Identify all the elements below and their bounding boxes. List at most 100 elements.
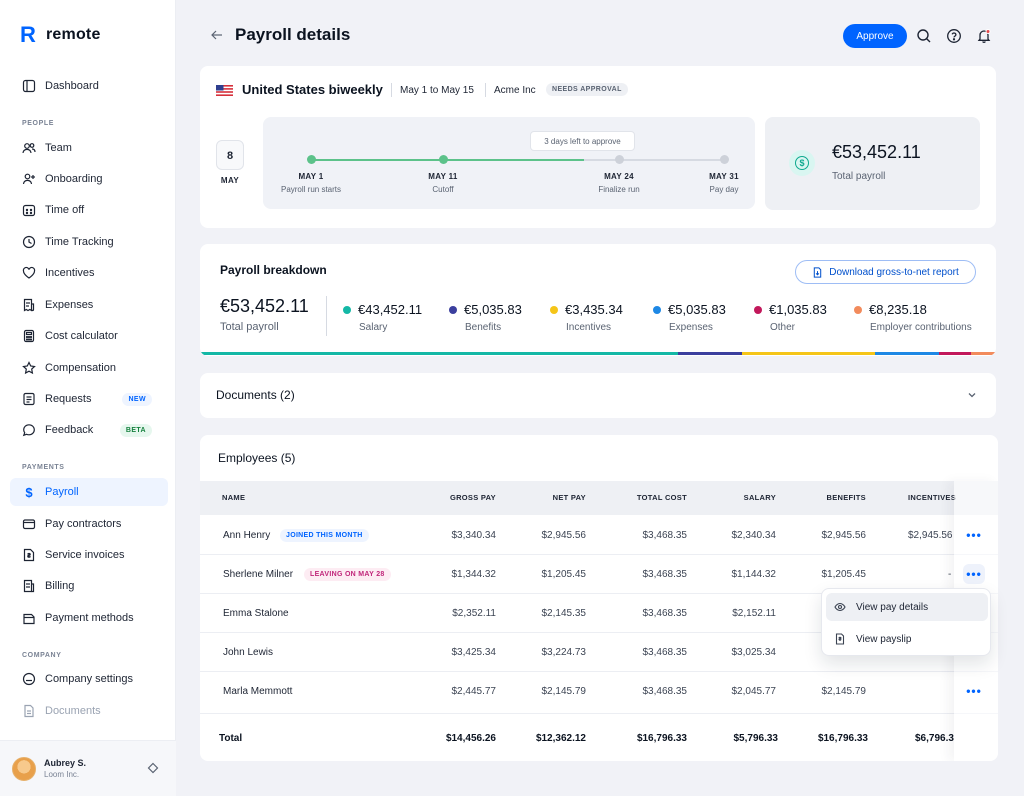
employee-name: Emma Stalone	[223, 608, 289, 619]
team-icon	[22, 141, 36, 155]
sidebar-item-team[interactable]: Team	[10, 134, 168, 162]
sidebar-item-label: Requests	[45, 393, 92, 405]
sidebar-item-label: Onboarding	[45, 173, 103, 185]
switch-account-icon[interactable]	[146, 761, 160, 775]
sidebar-item-compensation[interactable]: Compensation	[10, 354, 168, 382]
column-header-total-cost[interactable]: TOTAL COST	[636, 493, 687, 502]
salary: $1,144.32	[731, 569, 777, 580]
table-total-row: Total $14,456.26 $12,362.12 $16,796.33 $…	[200, 719, 998, 759]
search-icon[interactable]	[916, 28, 932, 44]
breakdown-label: Expenses	[669, 322, 713, 333]
section-title-people: PEOPLE	[22, 120, 54, 127]
gross-pay: $2,352.11	[452, 608, 496, 619]
table-row[interactable]: Ann Henry JOINED THIS MONTH $3,340.34 $2…	[200, 516, 998, 555]
column-header-benefits[interactable]: BENEFITS	[826, 493, 866, 502]
calculator-icon	[22, 329, 36, 343]
milestone-dot	[615, 155, 624, 164]
payroll-run-name: United States biweekly	[242, 82, 383, 97]
sidebar-item-company-settings[interactable]: Company settings	[10, 665, 168, 693]
documents-accordion[interactable]: Documents (2)	[200, 373, 996, 418]
sidebar-item-requests[interactable]: Requests NEW	[10, 385, 168, 413]
milestone-date: MAY 11	[428, 172, 458, 181]
row-actions-button[interactable]: •••	[963, 564, 985, 584]
sidebar-item-expenses[interactable]: Expenses	[10, 291, 168, 319]
column-header-incentives[interactable]: INCENTIVES	[908, 493, 957, 502]
sidebar-item-time-tracking[interactable]: Time Tracking	[10, 228, 168, 256]
net-pay: $2,145.79	[541, 686, 587, 697]
sidebar-item-label: Service invoices	[45, 549, 125, 561]
payroll-timeline	[263, 117, 755, 209]
sidebar-item-label: Time Tracking	[45, 236, 114, 248]
breakdown-value: €5,035.83	[464, 302, 522, 317]
timeline-progress	[312, 159, 584, 161]
settings-icon	[22, 672, 36, 686]
onboarding-icon	[22, 172, 36, 186]
employees-card: Employees (5) NAME GROSS PAY NET PAY TOT…	[200, 435, 998, 761]
payroll-breakdown-card: Payroll breakdown Download gross-to-net …	[200, 244, 996, 356]
download-report-button[interactable]: Download gross-to-net report	[795, 260, 976, 284]
legend-dot	[449, 305, 457, 314]
breakdown-item-other: €1,035.83	[754, 302, 827, 317]
billing-icon	[22, 579, 36, 593]
brand-logo[interactable]: R remote	[20, 24, 101, 46]
breakdown-item-salary: €43,452.11	[343, 302, 422, 317]
documents-title: Documents (2)	[216, 388, 295, 402]
row-actions-button[interactable]: •••	[966, 528, 982, 542]
sidebar-item-feedback[interactable]: Feedback BETA	[10, 416, 168, 444]
sidebar-item-label: Dashboard	[45, 80, 99, 92]
sidebar-item-cost-calculator[interactable]: Cost calculator	[10, 322, 168, 350]
column-header-net-pay[interactable]: NET PAY	[552, 493, 586, 502]
sidebar-item-label: Documents	[45, 705, 101, 717]
table-row[interactable]: John Lewis $3,425.34 $3,224.73 $3,468.35…	[200, 633, 998, 672]
dollar-icon: $	[25, 484, 33, 500]
table-row[interactable]: Sherlene Milner LEAVING ON MAY 28 $1,344…	[200, 555, 998, 594]
menu-item-label: View pay details	[856, 601, 929, 613]
company-name: Acme Inc	[494, 85, 536, 96]
notification-bell-icon[interactable]	[976, 28, 992, 44]
column-header-gross-pay[interactable]: GROSS PAY	[449, 493, 496, 502]
chevron-down-icon[interactable]	[966, 389, 978, 401]
user-card[interactable]: Aubrey S. Loom Inc.	[0, 740, 176, 796]
net-pay: $2,945.56	[541, 530, 587, 541]
sidebar-item-label: Pay contractors	[45, 518, 122, 530]
breakdown-value: €5,035.83	[668, 302, 726, 317]
download-report-label: Download gross-to-net report	[829, 266, 959, 278]
legend-dot	[754, 305, 762, 314]
bar-segment-benefits	[678, 352, 742, 355]
sidebar-item-service-invoices[interactable]: Service invoices	[10, 541, 168, 569]
sidebar-item-pay-contractors[interactable]: Pay contractors	[10, 510, 168, 538]
approve-button[interactable]: Approve	[843, 24, 907, 48]
back-arrow-icon[interactable]	[210, 28, 224, 42]
sidebar-item-billing[interactable]: Billing	[10, 572, 168, 600]
sidebar-item-label: Payment methods	[45, 612, 134, 624]
row-actions-button[interactable]: •••	[966, 684, 982, 698]
sidebar-item-payment-methods[interactable]: Payment methods	[10, 604, 168, 632]
sidebar-item-time-off[interactable]: Time off	[10, 196, 168, 224]
sidebar-item-onboarding[interactable]: Onboarding	[10, 165, 168, 193]
column-header-name[interactable]: NAME	[222, 493, 246, 502]
sidebar-item-incentives[interactable]: Incentives	[10, 259, 168, 287]
help-icon[interactable]	[946, 28, 962, 44]
milestone-dot	[720, 155, 729, 164]
eye-icon	[834, 602, 846, 612]
download-file-icon	[814, 266, 822, 278]
pay-period: May 1 to May 15	[400, 85, 474, 96]
calendar-month: MAY	[220, 176, 240, 185]
menu-item-view-pay-details[interactable]: View pay details	[826, 593, 988, 621]
us-flag-icon	[216, 85, 233, 96]
milestone-label: Finalize run	[598, 185, 640, 194]
menu-item-view-payslip[interactable]: View payslip	[826, 625, 988, 653]
sidebar-item-payroll[interactable]: $ Payroll	[10, 478, 168, 506]
milestone-date: MAY 24	[604, 172, 634, 181]
total-net-pay: $12,362.12	[535, 733, 586, 744]
column-header-salary[interactable]: SALARY	[743, 493, 776, 502]
table-row[interactable]: Marla Memmott $2,445.77 $2,145.79 $3,468…	[200, 672, 998, 714]
sidebar-item-label: Compensation	[45, 362, 116, 374]
sidebar-item-dashboard[interactable]: Dashboard	[10, 72, 168, 100]
money-icon: $	[789, 150, 815, 176]
sidebar-item-documents[interactable]: Documents	[10, 697, 168, 725]
table-row[interactable]: Emma Stalone $2,352.11 $2,145.35 $3,468.…	[200, 594, 998, 633]
net-pay: $1,205.45	[541, 569, 587, 580]
card-icon	[22, 611, 36, 625]
brand-name: remote	[46, 26, 101, 43]
